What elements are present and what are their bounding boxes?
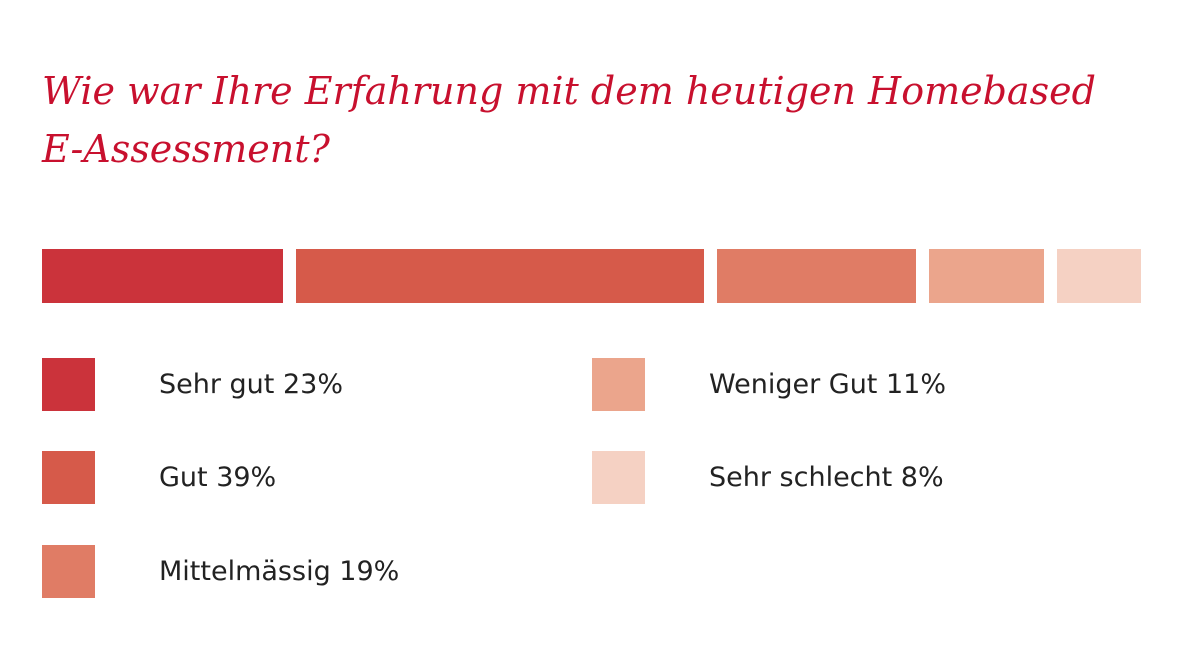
bar-segment-gut (295, 249, 705, 303)
legend-label: Mittelmässig 19% (159, 556, 400, 587)
legend-label: Weniger Gut 11% (709, 369, 946, 400)
legend-swatch (42, 545, 95, 598)
legend-swatch (42, 451, 95, 504)
legend-swatch (42, 358, 95, 411)
legend-swatch (592, 358, 645, 411)
legend-swatch (592, 451, 645, 504)
bar-segment-weniger-gut (929, 249, 1045, 303)
chart-title: Wie war Ihre Erfahrung mit dem heutigen … (42, 69, 1096, 171)
bar-segment-mittelmässig (717, 249, 917, 303)
bar-segment-sehr-schlecht (1057, 249, 1141, 303)
legend-label: Sehr schlecht 8% (709, 462, 944, 493)
legend-label: Gut 39% (159, 462, 277, 493)
stacked-bar (42, 249, 1141, 303)
bar-segment-sehr-gut (42, 249, 283, 303)
legend-label: Sehr gut 23% (159, 369, 343, 400)
